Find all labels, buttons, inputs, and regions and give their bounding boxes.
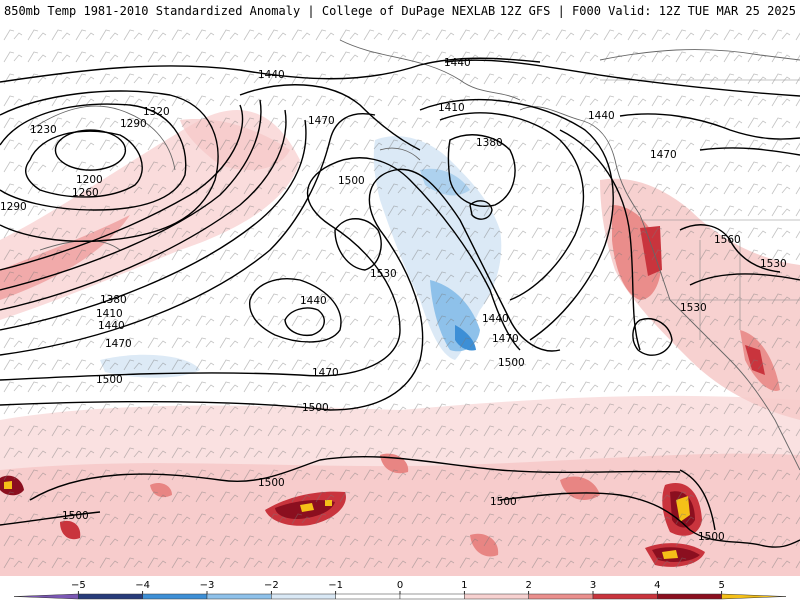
anomaly-map: 1440 1440 1440 1410 1380 1470 1470 1500 … [0,24,800,576]
contour-label: 1200 [76,174,103,186]
map-header: 850mb Temp 1981-2010 Standardized Anomal… [0,0,800,24]
contour-label: 1530 [760,258,787,270]
color-scale-segment [399,593,465,600]
contour-labels: 1440 1440 1440 1410 1380 1470 1470 1500 … [0,57,787,543]
contour-label: 1440 [98,320,125,332]
contour-label: 1470 [105,338,132,350]
contour-label: 1290 [120,118,147,130]
contour-label: 1380 [100,294,127,306]
color-scale-segment [592,593,658,600]
contour-label: 1500 [490,496,517,508]
contour-label: 1500 [302,402,329,414]
color-scale-label: 4 [654,580,660,591]
contour-label: 1440 [258,69,285,81]
contour-label: 1320 [143,106,170,118]
color-scale-segment [206,593,272,600]
color-scale-segment [335,593,401,600]
contour-label: 1260 [72,187,99,199]
color-scale-ticks [77,591,723,594]
model-valid-time: 12Z GFS | F000 Valid: 12Z TUE MAR 25 202… [499,4,796,18]
contour-label: 1470 [492,333,519,345]
color-scale-segment [657,593,722,600]
contour-label: 1500 [258,477,285,489]
color-scale-label: 5 [718,580,724,591]
contour-label: 1440 [482,313,509,325]
color-scale-label: −3 [200,580,215,591]
color-scale-segment [721,593,787,600]
color-scale-label: 2 [525,580,531,591]
contour-label: 1290 [0,201,27,213]
color-scale-segment [464,593,529,600]
color-scale-label: 3 [590,580,596,591]
contour-label: 1410 [438,102,465,114]
contour-label: 1560 [714,234,741,246]
contour-label: 1530 [370,268,397,280]
contour-label: 1440 [444,57,471,69]
color-scale-segment [142,593,208,600]
color-scale-label: 0 [397,580,403,591]
contour-label: 1440 [300,295,327,307]
contour-label: 1470 [312,367,339,379]
contour-label: 1500 [498,357,525,369]
color-scale-labels: −5 −4 −3 −2 −1 0 1 2 3 4 5 [71,580,725,591]
contour-label: 1500 [96,374,123,386]
color-scale-label: 1 [461,580,467,591]
contour-label: 1410 [96,308,123,320]
color-scale-segment [78,593,143,600]
map-title: 850mb Temp 1981-2010 Standardized Anomal… [4,4,496,18]
color-scale-legend: −5 −4 −3 −2 −1 0 1 2 3 4 5 [0,576,800,600]
contour-label: 1500 [698,531,725,543]
contour-label: 1500 [338,175,365,187]
coastlines [29,39,800,471]
color-scale-label: −5 [71,580,86,591]
contour-label: 1470 [650,149,677,161]
contour-label: 1230 [30,124,57,136]
height-contours [0,57,800,548]
contour-label: 1440 [588,110,615,122]
contour-label: 1380 [476,137,503,149]
color-scale-segment [528,593,594,600]
color-scale-bar [13,593,787,600]
color-scale-label: −2 [264,580,279,591]
contour-label: 1530 [680,302,707,314]
color-scale-label: −1 [328,580,343,591]
color-scale-label: −4 [135,580,150,591]
color-scale-segment [271,593,336,600]
contour-label: 1470 [308,115,335,127]
contour-label: 1500 [62,510,89,522]
